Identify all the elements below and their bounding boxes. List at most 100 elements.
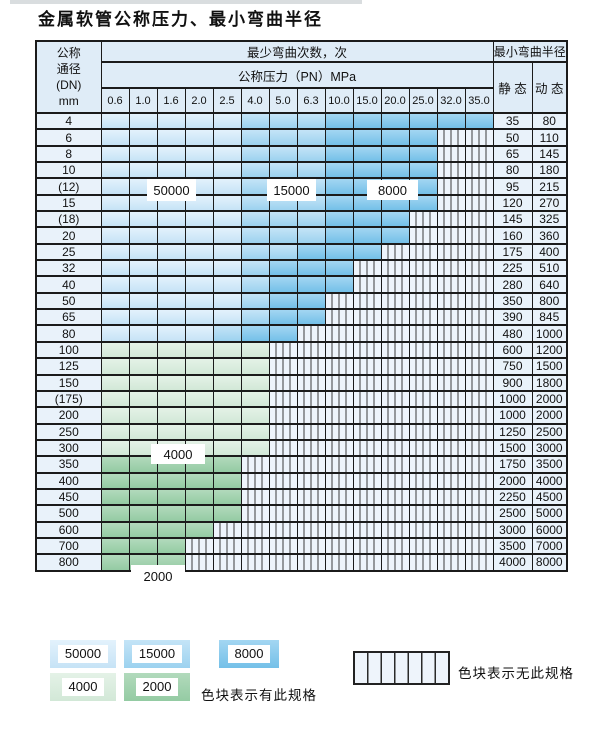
dn-cell: 250 bbox=[35, 422, 102, 441]
no-spec-cell bbox=[212, 520, 242, 539]
dn-cell: 65 bbox=[35, 308, 102, 327]
dynamic-value-cell: 640 bbox=[531, 275, 568, 294]
spec-cell bbox=[100, 177, 130, 196]
dynamic-value-cell: 325 bbox=[531, 210, 568, 229]
no-spec-cell bbox=[352, 357, 382, 376]
no-spec-cell bbox=[408, 553, 438, 572]
static-value-cell: 750 bbox=[492, 357, 533, 376]
dn-cell: 80 bbox=[35, 324, 102, 343]
spec-cell bbox=[100, 536, 130, 556]
static-value-cell: 95 bbox=[492, 177, 533, 196]
no-spec-cell bbox=[436, 193, 466, 213]
no-spec-cell bbox=[324, 487, 354, 507]
pressure-value-cell: 10.0 bbox=[324, 87, 354, 114]
spec-cell bbox=[100, 553, 130, 572]
spec-cell bbox=[184, 226, 214, 245]
dynamic-value-cell: 2000 bbox=[531, 406, 568, 425]
spec-cell bbox=[100, 373, 130, 392]
no-spec-cell bbox=[408, 373, 438, 392]
no-spec-cell bbox=[324, 471, 354, 490]
dn-cell: (175) bbox=[35, 389, 102, 409]
spec-cell bbox=[100, 226, 130, 245]
pressure-value-cell: 6.3 bbox=[296, 87, 326, 114]
spec-cell bbox=[268, 161, 298, 180]
no-spec-cell bbox=[464, 373, 494, 392]
no-spec-cell bbox=[296, 504, 326, 523]
spec-cell bbox=[268, 275, 298, 294]
table-row: 600 3000 6000 bbox=[35, 520, 568, 539]
spec-cell bbox=[156, 520, 186, 539]
no-spec-cell bbox=[464, 242, 494, 262]
spec-cell bbox=[212, 487, 242, 507]
spec-cell bbox=[408, 111, 438, 131]
dynamic-value-cell: 6000 bbox=[531, 520, 568, 539]
dynamic-value-cell: 2000 bbox=[531, 389, 568, 409]
legend-no-spec-label: 色块表示无此规格 bbox=[458, 666, 574, 681]
no-spec-cell bbox=[352, 520, 382, 539]
no-spec-cell bbox=[408, 389, 438, 409]
spec-cell bbox=[128, 275, 158, 294]
dynamic-value-cell: 270 bbox=[531, 193, 568, 213]
spec-cell bbox=[156, 536, 186, 556]
no-spec-cell bbox=[408, 324, 438, 343]
spec-cell bbox=[128, 520, 158, 539]
pressure-value-cell: 1.0 bbox=[128, 87, 158, 114]
no-spec-cell bbox=[240, 520, 270, 539]
spec-cell bbox=[268, 111, 298, 131]
no-spec-cell bbox=[464, 340, 494, 360]
no-spec-cell bbox=[464, 226, 494, 245]
static-value-cell: 350 bbox=[492, 291, 533, 311]
spec-cell bbox=[184, 111, 214, 131]
static-value-cell: 120 bbox=[492, 193, 533, 213]
no-spec-cell bbox=[268, 438, 298, 458]
spec-cell bbox=[156, 340, 186, 360]
no-spec-cell bbox=[464, 161, 494, 180]
no-spec-cell bbox=[380, 308, 410, 327]
static-value-cell: 480 bbox=[492, 324, 533, 343]
dn-cell: 6 bbox=[35, 128, 102, 147]
static-value-cell: 225 bbox=[492, 259, 533, 278]
no-spec-cell bbox=[464, 259, 494, 278]
no-spec-cell bbox=[436, 422, 466, 441]
spec-cell bbox=[156, 422, 186, 441]
dn-header-cell: 公称 通径 (DN) mm bbox=[35, 40, 102, 114]
no-spec-cell bbox=[352, 259, 382, 278]
spec-cell bbox=[156, 357, 186, 376]
legend-swatch-value: 8000 bbox=[227, 645, 271, 663]
no-spec-cell bbox=[268, 487, 298, 507]
spec-cell bbox=[268, 259, 298, 278]
spec-cell bbox=[212, 389, 242, 409]
dn-cell: 20 bbox=[35, 226, 102, 245]
no-spec-cell bbox=[464, 275, 494, 294]
no-spec-cell bbox=[240, 471, 270, 490]
spec-cell bbox=[156, 291, 186, 311]
spec-cell bbox=[100, 144, 130, 164]
no-spec-cell bbox=[464, 553, 494, 572]
no-spec-cell bbox=[380, 536, 410, 556]
spec-cell bbox=[156, 308, 186, 327]
spec-cell bbox=[380, 161, 410, 180]
dynamic-value-cell: 1200 bbox=[531, 340, 568, 360]
table-row: 32 225 510 bbox=[35, 259, 568, 278]
spec-cell bbox=[212, 291, 242, 311]
spec-cell bbox=[436, 111, 466, 131]
no-spec-cell bbox=[436, 553, 466, 572]
spec-cell bbox=[212, 193, 242, 213]
bend-cycles-header: 最少弯曲次数，次 bbox=[100, 40, 494, 63]
spec-cell bbox=[324, 193, 354, 213]
no-spec-cell bbox=[352, 487, 382, 507]
no-spec-cell bbox=[268, 406, 298, 425]
no-spec-cell bbox=[380, 520, 410, 539]
no-spec-cell bbox=[408, 226, 438, 245]
spec-cell bbox=[240, 161, 270, 180]
spec-cell bbox=[324, 177, 354, 196]
no-spec-cell bbox=[324, 438, 354, 458]
no-spec-cell bbox=[408, 520, 438, 539]
spec-cell bbox=[128, 144, 158, 164]
spec-cell bbox=[156, 406, 186, 425]
static-value-cell: 2500 bbox=[492, 504, 533, 523]
no-spec-cell bbox=[436, 161, 466, 180]
no-spec-cell bbox=[436, 357, 466, 376]
no-spec-cell bbox=[380, 553, 410, 572]
